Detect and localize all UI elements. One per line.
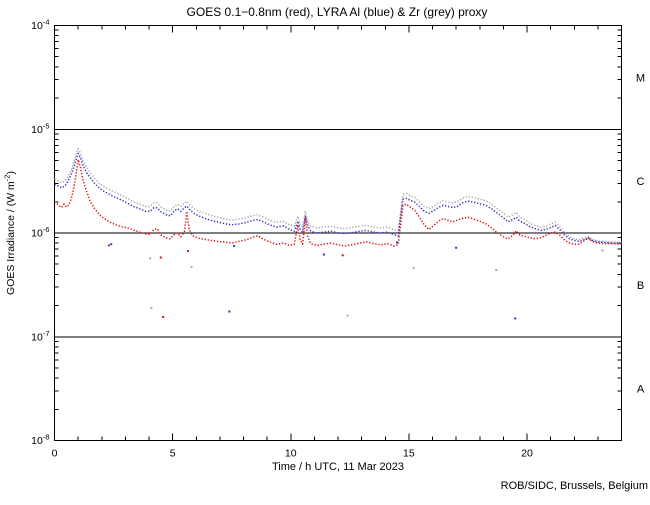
outlier-points — [107, 241, 604, 320]
series-blue — [54, 152, 622, 244]
outlier-point — [149, 257, 152, 260]
outlier-point — [186, 250, 189, 253]
x-tick-label: 15 — [403, 448, 415, 460]
y-axis-ticks — [54, 25, 622, 441]
x-tick-label: 20 — [521, 448, 533, 460]
x-tick-label: 0 — [52, 448, 58, 460]
x-tick-labels: 0 5 10 15 20 — [52, 448, 533, 460]
outlier-point — [110, 243, 113, 246]
outlier-point — [346, 314, 349, 317]
outlier-point — [322, 253, 325, 256]
x-tick-label: 10 — [285, 448, 297, 460]
y-tick-label: 10-7 — [31, 329, 49, 344]
outlier-point — [341, 254, 344, 257]
outlier-point — [412, 266, 415, 269]
outlier-point — [190, 266, 193, 269]
outlier-point — [601, 249, 604, 252]
flare-class-labels: M C B A — [636, 72, 645, 395]
y-tick-label: 10-5 — [31, 121, 49, 136]
y-tick-labels: 10-4 10-5 10-6 10-7 10-8 — [31, 18, 49, 448]
outlier-point — [159, 256, 162, 259]
outlier-point — [107, 244, 110, 247]
y-tick-label: 10-6 — [31, 225, 49, 240]
chart-title: GOES 0.1−0.8nm (red), LYRA Al (blue) & Z… — [187, 5, 488, 19]
outlier-point — [455, 246, 458, 249]
credit-footer: ROB/SIDC, Brussels, Belgium — [501, 480, 648, 492]
y-axis-label: GOES Irradiance / (W m-2) — [3, 171, 18, 295]
outlier-point — [150, 306, 153, 309]
outlier-point — [495, 268, 498, 271]
flare-class-label-c: C — [637, 176, 645, 188]
y-tick-label: 10-8 — [31, 433, 49, 448]
outlier-point — [228, 310, 231, 313]
series-grey — [54, 147, 622, 244]
y-tick-label: 10-4 — [31, 18, 49, 33]
x-axis-ticks — [54, 25, 622, 441]
outlier-point — [396, 241, 399, 244]
outlier-point — [162, 316, 165, 319]
x-axis-label: Time / h UTC, 11 Mar 2023 — [272, 461, 404, 473]
flare-class-label-m: M — [636, 72, 645, 84]
flare-class-label-a: A — [637, 384, 645, 396]
x-tick-label: 5 — [170, 448, 176, 460]
flare-class-label-b: B — [637, 280, 644, 292]
outlier-point — [514, 317, 517, 320]
outlier-point — [233, 244, 236, 247]
